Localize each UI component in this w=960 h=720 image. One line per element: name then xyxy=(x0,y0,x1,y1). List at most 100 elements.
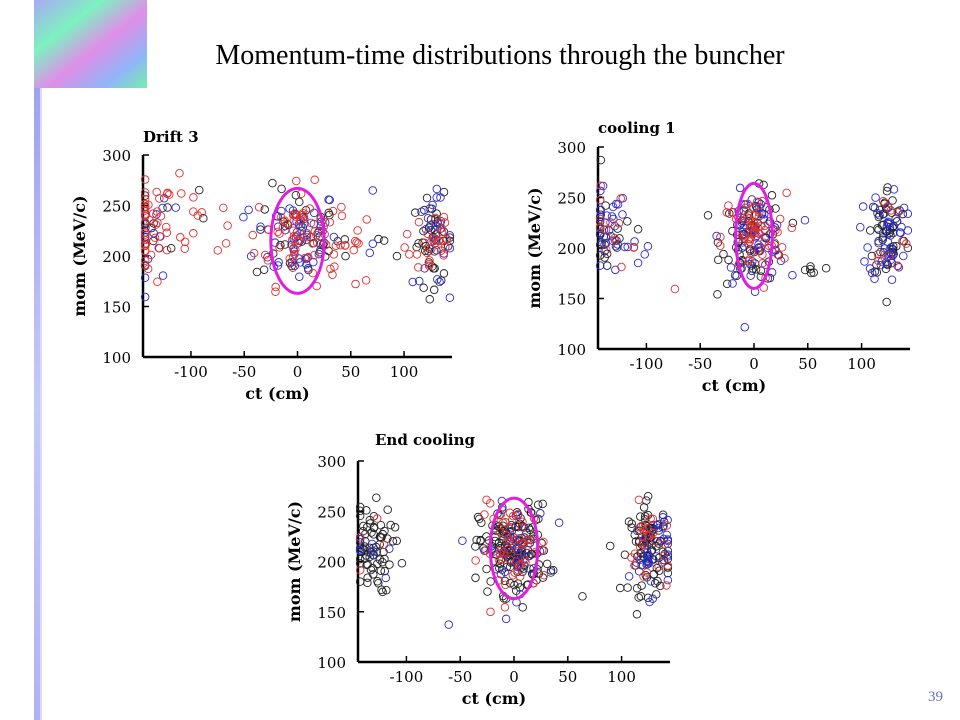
data-point-blue xyxy=(595,261,605,270)
data-point-blue xyxy=(903,226,913,235)
data-point-black xyxy=(397,559,407,568)
acceptance-ellipse xyxy=(488,496,540,601)
data-point-blue xyxy=(888,251,898,260)
y-tick-label: 100 xyxy=(557,341,586,359)
data-point-black xyxy=(471,573,480,583)
data-point-red xyxy=(501,580,510,590)
data-point-blue xyxy=(894,263,904,272)
data-point-black xyxy=(821,263,831,273)
data-point-red xyxy=(775,214,785,224)
data-point-black xyxy=(595,240,605,249)
data-point-red xyxy=(505,524,514,534)
data-point-red xyxy=(660,540,670,549)
data-point-red xyxy=(780,254,789,263)
data-point-red xyxy=(310,227,320,236)
data-point-blue xyxy=(433,275,442,284)
data-point-blue xyxy=(752,203,761,212)
data-point-black xyxy=(872,268,882,277)
data-point-blue xyxy=(414,276,424,286)
data-point-red xyxy=(152,207,162,216)
data-point-red xyxy=(329,250,339,259)
data-point-black xyxy=(355,554,365,564)
data-point-red xyxy=(517,538,526,548)
data-point-red xyxy=(162,228,172,238)
data-point-black xyxy=(613,224,622,233)
data-point-black xyxy=(602,261,612,270)
data-point-red xyxy=(614,218,624,228)
data-point-red xyxy=(485,499,495,508)
x-tick-label: 100 xyxy=(607,668,636,686)
data-point-blue xyxy=(620,242,630,252)
data-point-red xyxy=(508,570,518,580)
data-point-black xyxy=(656,581,665,591)
data-point-black xyxy=(632,610,642,619)
data-point-black xyxy=(549,566,558,575)
data-point-blue xyxy=(877,257,887,266)
data-point-blue xyxy=(860,257,869,266)
data-point-black xyxy=(166,243,176,253)
data-point-blue xyxy=(435,277,444,287)
data-point-red xyxy=(437,224,446,233)
data-point-blue xyxy=(554,518,564,528)
data-point-red xyxy=(471,556,480,565)
data-point-blue xyxy=(630,237,639,246)
data-point-red xyxy=(349,245,358,255)
data-point-red xyxy=(874,256,883,266)
data-point-black xyxy=(643,492,653,501)
data-point-red xyxy=(276,213,286,222)
data-point-blue xyxy=(754,240,763,249)
data-point-red xyxy=(164,190,174,199)
data-point-blue xyxy=(426,221,435,230)
data-point-blue xyxy=(246,252,256,261)
data-point-blue xyxy=(436,193,445,202)
data-point-red xyxy=(189,229,198,238)
data-point-red xyxy=(523,541,532,550)
data-point-blue xyxy=(899,203,909,213)
data-point-black xyxy=(385,560,394,569)
data-point-black xyxy=(380,526,389,536)
data-point-red xyxy=(372,514,382,523)
data-point-red xyxy=(716,232,725,242)
data-point-red xyxy=(337,211,347,221)
data-point-red xyxy=(878,197,888,206)
data-point-black xyxy=(623,583,632,592)
data-point-red xyxy=(595,214,605,224)
data-point-red xyxy=(746,248,756,258)
data-point-black xyxy=(510,580,519,590)
data-point-blue xyxy=(658,513,668,522)
data-point-blue xyxy=(425,204,435,213)
data-point-blue xyxy=(274,258,283,267)
data-point-red xyxy=(539,537,548,547)
data-point-red xyxy=(298,210,307,220)
x-tick-label: 50 xyxy=(341,363,360,381)
chart-title: End cooling xyxy=(375,431,475,449)
data-point-red xyxy=(744,234,753,244)
x-tick-label: -50 xyxy=(448,668,472,686)
data-point-black xyxy=(765,217,774,226)
data-point-red xyxy=(663,561,673,570)
x-tick-label: 50 xyxy=(798,355,817,373)
data-point-red xyxy=(156,232,165,241)
data-point-black xyxy=(542,559,552,569)
data-point-blue xyxy=(458,536,467,545)
data-point-red xyxy=(180,237,190,247)
data-point-blue xyxy=(618,210,627,219)
data-point-black xyxy=(277,184,286,194)
data-point-black xyxy=(483,587,492,596)
data-point-red xyxy=(141,239,151,248)
data-point-red xyxy=(355,566,365,575)
data-point-red xyxy=(296,215,306,225)
data-point-blue xyxy=(895,228,905,237)
data-point-red xyxy=(648,514,658,524)
data-point-blue xyxy=(623,242,632,252)
data-point-red xyxy=(379,540,389,550)
data-point-black xyxy=(363,578,372,588)
acceptance-ellipse xyxy=(269,186,326,295)
data-point-red xyxy=(504,545,513,554)
data-point-black xyxy=(140,191,150,200)
data-point-black xyxy=(390,523,400,532)
data-point-black xyxy=(374,234,383,244)
data-point-red xyxy=(525,535,534,545)
data-point-red xyxy=(884,251,894,260)
data-point-blue xyxy=(788,270,797,280)
